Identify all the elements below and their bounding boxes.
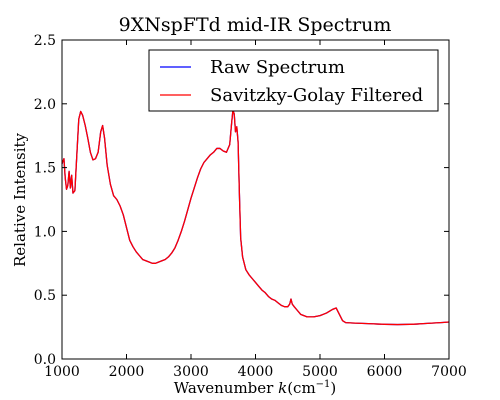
y-tick-label: 1.0: [34, 224, 56, 240]
x-axis-label-var: k: [278, 379, 287, 397]
y-axis-label: Relative Intensity: [11, 132, 29, 267]
x-tick-label: 7000: [431, 364, 467, 380]
x-axis-label-exponent: −1: [316, 379, 331, 390]
x-axis-label-text: Wavenumber: [174, 379, 278, 397]
x-tick-label: 4000: [238, 364, 274, 380]
x-tick-label: 5000: [302, 364, 338, 380]
legend-label-raw: Raw Spectrum: [210, 57, 345, 78]
y-tick-label: 0.5: [34, 288, 56, 304]
legend-box: [148, 49, 439, 112]
x-tick-label: 2000: [109, 364, 145, 380]
ticks-layer: 1000 2000 3000 4000 5000 6000 7000 0.0 0.5 1.0 1.5…: [34, 33, 467, 380]
y-tick-label: 0.0: [34, 352, 56, 368]
x-axis-label-close: ): [330, 379, 336, 397]
chart-title: 9XNspFTd mid-IR Spectrum: [119, 14, 392, 36]
y-tick-label: 2.5: [34, 33, 56, 49]
x-axis-label-unit: (cm: [287, 379, 315, 397]
y-tick-label: 1.5: [34, 161, 56, 177]
series-layer: [61, 109, 450, 326]
x-axis-label: Wavenumber k(cm−1): [174, 379, 337, 397]
x-tick-label: 6000: [367, 364, 403, 380]
series-line-0: [61, 109, 450, 326]
series-line-1: [61, 109, 450, 326]
legend: Raw Spectrum Savitzky-Golay Filtered: [148, 49, 439, 112]
legend-label-filtered: Savitzky-Golay Filtered: [210, 85, 423, 106]
y-tick-label: 2.0: [34, 97, 56, 113]
x-tick-label: 1000: [44, 364, 80, 380]
x-tick-label: 3000: [173, 364, 209, 380]
